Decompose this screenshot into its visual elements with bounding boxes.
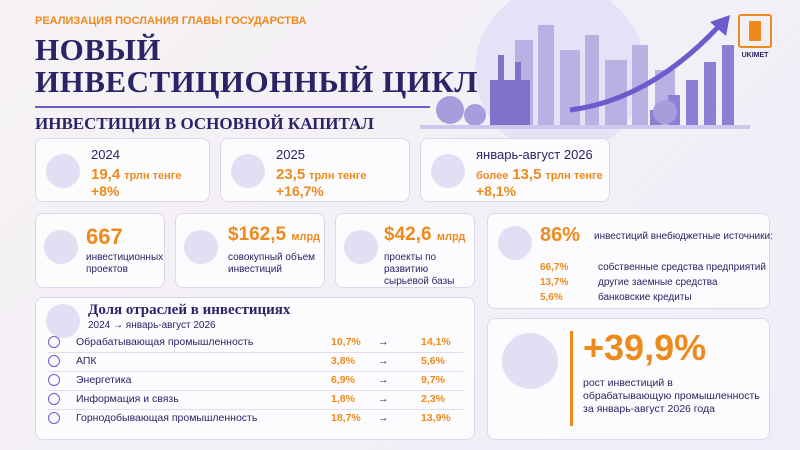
- share-to: 14,1%: [421, 336, 451, 348]
- section-heading: ИНВЕСТИЦИИ В ОСНОВНОЙ КАПИТАЛ: [35, 114, 374, 133]
- stat-label: инвестиционных проектов: [86, 252, 164, 275]
- icon: [184, 230, 218, 264]
- sources-card: 86% инвестиций внебюджетные источники: 6…: [487, 213, 773, 309]
- share-from: 18,7%: [331, 412, 361, 424]
- amount-line: 19,4 трлн тенге: [91, 166, 181, 183]
- share-from: 3,8%: [331, 355, 355, 367]
- sector-name: Информация и связь: [76, 393, 179, 405]
- source-label: собственные средства предприятий: [598, 262, 766, 273]
- sectors-card: Доля отраслей в инвестициях 2024 → январ…: [35, 297, 475, 440]
- stat-card: $162,5 млрд совокупный объем инвестиций: [175, 213, 325, 288]
- source-label: другие заемные средства: [598, 277, 718, 288]
- amount-line: более 13,5 трлн тенге: [476, 166, 603, 183]
- share-to: 13,9%: [421, 412, 451, 424]
- sector-name: Горнодобывающая промышленность: [76, 412, 258, 424]
- prefix: более: [476, 170, 509, 182]
- growth: +8%: [91, 183, 120, 199]
- stat-unit: млрд: [291, 231, 320, 243]
- kicker: РЕАЛИЗАЦИЯ ПОСЛАНИЯ ГЛАВЫ ГОСУДАРСТВА: [35, 15, 307, 27]
- stat-value-line: $42,6 млрд: [384, 224, 465, 246]
- row-separator: [48, 390, 463, 391]
- arrow: →: [378, 393, 389, 405]
- sector-name: АПК: [76, 355, 97, 367]
- unit: трлн тенге: [309, 170, 367, 182]
- illustration: [420, 0, 750, 140]
- row-icon: [48, 336, 60, 348]
- unit: трлн тенге: [124, 170, 182, 182]
- period-card: 2025 23,5 трлн тенге +16,7%: [220, 138, 410, 202]
- sectors-subtitle: 2024 → январь-август 2026: [88, 320, 216, 331]
- share-from: 10,7%: [331, 336, 361, 348]
- icon: [231, 154, 265, 188]
- row-icon: [48, 374, 60, 386]
- sources-label: инвестиций внебюджетные источники:: [594, 231, 773, 242]
- stat-value: $162,5: [228, 224, 287, 245]
- share-to: 2,3%: [421, 393, 445, 405]
- period-card: 2024 19,4 трлн тенге +8%: [35, 138, 210, 202]
- period-label: 2024: [91, 147, 120, 162]
- row-separator: [48, 352, 463, 353]
- logo-text: UKIMET: [741, 52, 769, 59]
- stat-label: проекты по развитию сырьевой базы: [384, 252, 455, 287]
- row-separator: [48, 371, 463, 372]
- growth: +8,1%: [476, 183, 517, 199]
- icon: [502, 333, 558, 389]
- arrow: →: [378, 336, 389, 348]
- stat-card: 667 инвестиционных проектов: [35, 213, 165, 288]
- stat-unit: млрд: [436, 231, 466, 243]
- source-share: 5,6%: [540, 292, 563, 303]
- stat-value: $42,6: [384, 224, 432, 245]
- amount: 19,4: [91, 166, 121, 183]
- unit: трлн тенге: [545, 170, 603, 182]
- row-icon: [48, 412, 60, 424]
- share-to: 5,6%: [421, 355, 445, 367]
- row-icon: [48, 393, 60, 405]
- icon: [344, 230, 378, 264]
- period-card: январь-август 2026 более 13,5 трлн тенге…: [420, 138, 610, 202]
- source-share: 66,7%: [540, 262, 569, 273]
- icon: [46, 154, 80, 188]
- amount: 13,5: [512, 166, 542, 183]
- row-icon: [48, 355, 60, 367]
- amount: 23,5: [276, 166, 306, 183]
- period-label: январь-август 2026: [476, 147, 593, 162]
- divider: [35, 106, 430, 108]
- icon: [46, 304, 80, 338]
- share-from: 6,9%: [331, 374, 355, 386]
- accent-bar: [570, 331, 573, 426]
- icon: [498, 226, 532, 260]
- sector-name: Обрабатывающая промышленность: [76, 336, 254, 348]
- arrow: →: [378, 374, 389, 386]
- row-separator: [48, 409, 463, 410]
- growth: +16,7%: [276, 183, 324, 199]
- stat-card: $42,6 млрд проекты по развитию сырьевой …: [335, 213, 475, 288]
- source-share: 13,7%: [540, 277, 569, 288]
- icon: [431, 154, 465, 188]
- share-from: 1,8%: [331, 393, 355, 405]
- title-line: НОВЫЙ: [35, 32, 161, 67]
- logo-mark: [738, 14, 772, 48]
- sector-name: Энергетика: [76, 374, 132, 386]
- share-to: 9,7%: [421, 374, 445, 386]
- source-label: банковские кредиты: [598, 292, 692, 303]
- arrow: →: [378, 355, 389, 367]
- stat-value: 667: [86, 224, 123, 249]
- title-line: ИНВЕСТИЦИОННЫЙ ЦИКЛ: [35, 64, 478, 99]
- stat-value-line: $162,5 млрд: [228, 224, 320, 246]
- sectors-title: Доля отраслей в инвестициях: [88, 302, 291, 318]
- growth-text: рост инвестиций в обрабатывающую промышл…: [583, 377, 760, 415]
- sources-value: 86%: [540, 224, 581, 246]
- stat-label: совокупный объем инвестиций: [228, 252, 316, 275]
- growth-value: +39,9%: [583, 327, 707, 368]
- icon: [44, 230, 78, 264]
- period-label: 2025: [276, 147, 305, 162]
- growth-card: +39,9% рост инвестиций в обрабатывающую …: [487, 318, 770, 440]
- arrow: →: [378, 412, 389, 424]
- amount-line: 23,5 трлн тенге: [276, 166, 366, 183]
